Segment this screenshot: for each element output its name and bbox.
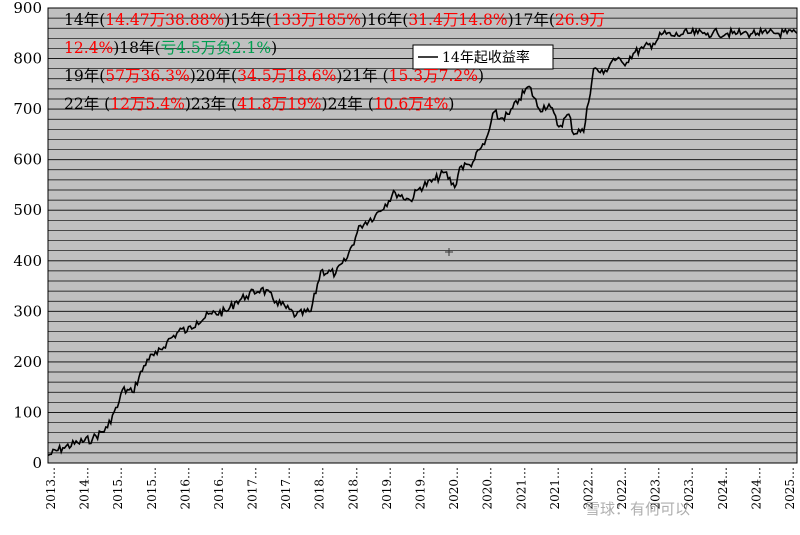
x-tick-label: 2020… [447, 467, 461, 510]
annotation-line: 22年 (12万5.4%)23年 (41.8万19%)24年 (10.6万4%) [64, 95, 454, 113]
annotation-segment: 34.5万18.6% [237, 67, 336, 85]
series-line-14年起收益率 [47, 26, 798, 457]
plot-area [47, 7, 798, 464]
annotation-segment: )18年( [113, 39, 160, 57]
annotation-segment: 31.4万14.8% [408, 11, 507, 29]
y-tick-label: 200 [13, 353, 42, 371]
x-tick-label: 2017… [279, 467, 293, 510]
annotation-segment: 133万185% [272, 11, 361, 29]
annotation-segment: )21年 ( [336, 67, 388, 85]
annotation-segment: )23年 ( [185, 95, 237, 113]
legend-label: 14年起收益率 [442, 49, 530, 66]
annotation-segment: 亏4.5万负2.1% [161, 39, 272, 57]
y-tick-label: 800 [13, 50, 42, 68]
cursor-crosshair [445, 248, 453, 256]
annotation-segment: 41.8万19% [237, 95, 321, 113]
annotation-segment: 12万5.4% [110, 95, 185, 113]
x-tick-label: 2016… [212, 467, 226, 510]
x-tick-label: 2022… [581, 467, 595, 510]
annotation-segment: 14.47万38.88% [105, 11, 224, 29]
x-tick-label: 2020… [481, 467, 495, 510]
y-tick-label: 400 [13, 252, 42, 270]
y-tick-label: 300 [13, 302, 42, 320]
x-tick-label: 2015… [111, 467, 125, 510]
x-tick-label: 2021… [514, 467, 528, 510]
y-axis-ticks: 0 100 200 300 400 500 600 700 800 900 [13, 0, 42, 472]
gridlines [48, 7, 797, 464]
y-tick-label: 600 [13, 151, 42, 169]
x-tick-label: 2015… [145, 467, 159, 510]
annotation-segment: )15年( [224, 11, 271, 29]
annotation-segment: ) [271, 39, 277, 57]
x-tick-label: 2017… [246, 467, 260, 510]
y-tick-label: 700 [13, 100, 42, 118]
annotation-segment: 14年( [64, 11, 105, 29]
annotation-line: 19年(57万36.3%)20年(34.5万18.6%)21年 (15.3万7.… [64, 67, 484, 85]
x-axis-ticks: 2013… 2014… 2015… 2015… 2016… 2016… 2017… 2017…… [44, 467, 797, 510]
annotation-segment: )16年( [361, 11, 408, 29]
watermark: 雪球：有何可以 [585, 500, 690, 518]
annotation-segment: ) [448, 95, 454, 113]
x-tick-label: 2018… [346, 467, 360, 510]
y-tick-label: 0 [32, 454, 42, 472]
annotation-segment: )24年 ( [322, 95, 374, 113]
x-tick-label: 2019… [380, 467, 394, 510]
annotation-segment: 22年 ( [64, 95, 110, 113]
x-tick-label: 2016… [178, 467, 192, 510]
legend: 14年起收益率 [412, 44, 554, 70]
annotation-line: 14年(14.47万38.88%)15年(133万185%)16年(31.4万1… [64, 11, 605, 29]
annotation-segment: )20年( [190, 67, 237, 85]
x-tick-label: 2018… [313, 467, 327, 510]
annotation-segment: 12.4% [64, 39, 113, 57]
y-tick-label: 500 [13, 201, 42, 219]
x-tick-label: 2022… [615, 467, 629, 510]
x-tick-label: 2023… [649, 467, 663, 510]
x-tick-label: 2013… [44, 467, 58, 510]
x-tick-label: 2024… [749, 467, 763, 510]
annotation-segment: 10.6万4% [374, 95, 449, 113]
annotation-segment: 19年( [64, 67, 105, 85]
annotation-segment: )17年( [508, 11, 555, 29]
x-tick-label: 2024… [716, 467, 730, 510]
y-tick-label: 100 [13, 403, 42, 421]
annotation-segment: 57万36.3% [105, 67, 189, 85]
y-tick-label: 900 [13, 0, 42, 17]
x-tick-label: 2021… [548, 467, 562, 510]
annotation-block: 14年(14.47万38.88%)15年(133万185%)16年(31.4万1… [64, 11, 605, 113]
annotation-line: 12.4%)18年(亏4.5万负2.1%) [64, 39, 277, 57]
annotation-segment: 15.3万7.2% [389, 67, 478, 85]
x-tick-label: 2025… [783, 467, 797, 510]
x-tick-label: 2023… [682, 467, 696, 510]
x-tick-label: 2019… [414, 467, 428, 510]
x-tick-label: 2014… [78, 467, 92, 510]
annotation-segment: ) [478, 67, 484, 85]
annotation-segment: 26.9万 [555, 11, 605, 29]
